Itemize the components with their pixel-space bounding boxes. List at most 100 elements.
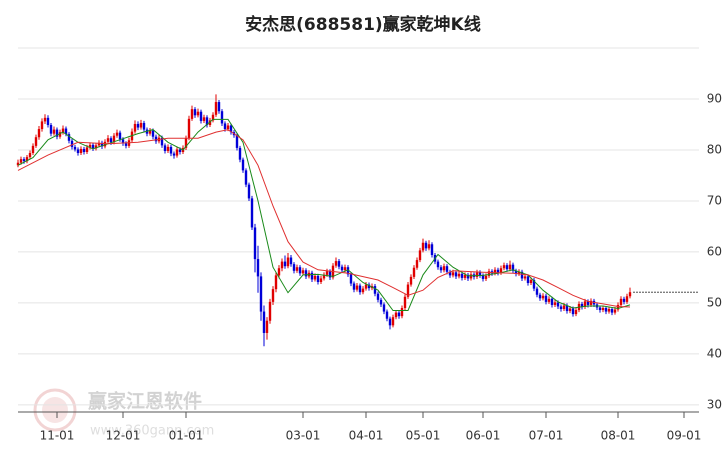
- candle-body: [337, 261, 341, 267]
- candle-body: [46, 117, 50, 125]
- candle-body: [343, 267, 347, 271]
- candle-body: [106, 138, 110, 142]
- candle-body: [193, 109, 197, 116]
- candle-body: [619, 298, 623, 305]
- candle-body: [283, 261, 287, 267]
- candle-body: [541, 295, 545, 299]
- watermark-url: www.360gann.com: [90, 424, 214, 439]
- candle-body: [76, 149, 80, 154]
- candle-body: [115, 132, 119, 136]
- candle-body: [511, 264, 515, 271]
- candle-body: [133, 123, 137, 132]
- candle-body: [316, 275, 320, 282]
- candle-body: [448, 271, 452, 276]
- candle-body: [139, 122, 143, 128]
- candle-body: [535, 288, 539, 295]
- candle-body: [622, 298, 626, 302]
- candle-body: [220, 111, 224, 124]
- candle-body: [451, 272, 455, 276]
- candle-body: [40, 121, 44, 130]
- candle-body: [361, 288, 365, 293]
- candle-body: [415, 260, 419, 268]
- candle-body: [364, 284, 368, 289]
- x-tick-label: 04-01: [349, 429, 384, 443]
- candle-body: [379, 299, 383, 305]
- candle-body: [244, 170, 248, 185]
- x-tick-label: 06-01: [466, 429, 501, 443]
- candle-body: [403, 296, 407, 308]
- candle-body: [79, 148, 83, 154]
- candle-body: [529, 279, 533, 284]
- candle-body: [298, 267, 302, 274]
- candle-body: [73, 146, 77, 150]
- candle-body: [286, 257, 290, 267]
- candle-body: [556, 302, 560, 307]
- candle-body: [28, 153, 32, 158]
- candle-body: [412, 267, 416, 277]
- candle-body: [229, 125, 233, 133]
- candle-body: [607, 309, 611, 312]
- candle-body: [184, 138, 188, 148]
- candle-body: [427, 244, 431, 249]
- candle-body: [547, 298, 551, 302]
- candle-body: [274, 275, 278, 290]
- candle-body: [205, 117, 209, 125]
- candle-body: [469, 274, 473, 279]
- candle-body: [508, 264, 512, 270]
- candle-body: [568, 308, 572, 312]
- candle-body: [391, 317, 395, 326]
- candle-body: [484, 275, 488, 279]
- candle-body: [580, 303, 584, 307]
- candle-body: [235, 135, 239, 148]
- candle-body: [250, 198, 254, 228]
- candle-body: [328, 271, 332, 278]
- candle-body: [502, 265, 506, 269]
- candle-body: [169, 146, 173, 154]
- candle-body: [397, 312, 401, 317]
- candle-body: [319, 278, 323, 282]
- candle-body: [259, 276, 263, 312]
- candle-body: [334, 261, 338, 266]
- candle-body: [400, 308, 404, 317]
- x-tick-label: 01-01: [169, 429, 204, 443]
- candle-body: [367, 284, 371, 289]
- candle-body: [163, 145, 167, 151]
- candle-body: [280, 261, 284, 269]
- candle-body: [625, 296, 629, 302]
- candle-body: [43, 117, 47, 122]
- candle-body: [505, 265, 509, 270]
- candle-body: [583, 301, 587, 307]
- candle-body: [196, 111, 200, 116]
- candle-body: [121, 139, 125, 144]
- candle-body: [55, 129, 59, 137]
- candle-body: [208, 120, 212, 125]
- candle-body: [424, 242, 428, 249]
- candle-body: [394, 312, 398, 318]
- candle-body: [247, 184, 251, 199]
- candle-body: [520, 271, 524, 279]
- candle-body: [58, 132, 62, 137]
- candle-body: [142, 122, 146, 130]
- y-tick-label: 80: [707, 142, 722, 156]
- x-tick-label: 03-01: [286, 429, 321, 443]
- y-tick-label: 60: [707, 244, 722, 258]
- candle-body: [475, 272, 479, 277]
- candle-body: [64, 128, 68, 135]
- candle-body: [325, 271, 329, 275]
- candle-body: [322, 274, 326, 279]
- candle-body: [223, 123, 227, 130]
- candle-body: [430, 244, 434, 255]
- candle-body: [562, 305, 566, 310]
- candle-body: [88, 144, 92, 148]
- candle-body: [496, 269, 500, 273]
- candle-body: [172, 153, 176, 156]
- candle-body: [178, 149, 182, 152]
- candle-body: [493, 269, 497, 274]
- candle-body: [526, 276, 530, 284]
- candle-body: [355, 285, 359, 290]
- candle-body: [409, 276, 413, 285]
- candle-body: [436, 261, 440, 268]
- candle-body: [16, 162, 20, 166]
- candle-body: [211, 114, 215, 121]
